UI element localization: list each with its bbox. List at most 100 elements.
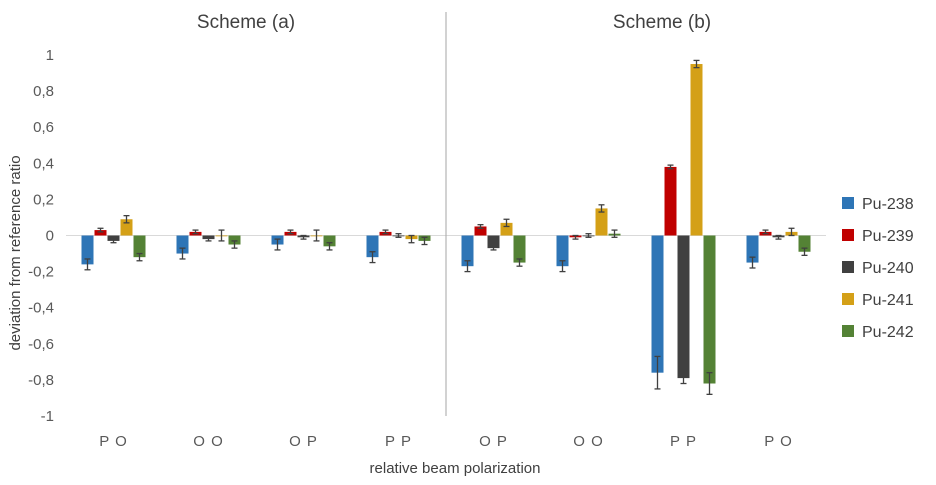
error-bar-pu-242-6 [706, 372, 713, 395]
bar-pu-238-1 [176, 235, 189, 254]
error-bar-pu-240-0 [110, 238, 117, 244]
error-bar-pu-241-5 [598, 204, 605, 213]
x-category-label: O P [289, 433, 318, 450]
y-tick-label: -1 [41, 408, 54, 425]
legend-swatch [842, 325, 854, 337]
y-tick-label: 0,8 [33, 83, 54, 100]
legend-swatch [842, 197, 854, 209]
error-bar-pu-239-1 [192, 229, 199, 235]
error-bar-pu-239-4 [477, 224, 484, 229]
error-bar-pu-241-3 [408, 234, 415, 244]
error-bar-pu-242-0 [136, 252, 143, 262]
bar-pu-240-0 [107, 235, 120, 241]
bar-pu-238-0 [81, 235, 94, 265]
error-bar-pu-239-7 [762, 229, 769, 235]
y-tick-label: -0,6 [28, 336, 54, 353]
y-tick-label: 0,6 [33, 119, 54, 136]
legend-label: Pu-241 [862, 292, 914, 309]
legend-swatch [842, 293, 854, 305]
error-bar-pu-242-2 [326, 242, 333, 251]
error-bar-pu-241-7 [788, 227, 795, 237]
bar-pu-238-7 [746, 235, 759, 263]
error-bar-pu-241-0 [123, 214, 130, 224]
legend-swatch [842, 261, 854, 273]
legend-label: Pu-240 [862, 260, 914, 277]
bar-pu-240-6 [677, 235, 690, 379]
error-bar-pu-238-1 [179, 247, 186, 260]
error-bar-pu-240-1 [205, 236, 212, 242]
y-tick-label: -0,2 [28, 264, 54, 281]
error-bar-pu-240-3 [395, 233, 402, 238]
error-bar-pu-239-2 [287, 229, 294, 235]
error-bar-pu-240-2 [300, 234, 307, 240]
bar-pu-238-4 [461, 235, 474, 267]
x-category-label: P P [670, 433, 697, 450]
x-category-label: O P [479, 433, 508, 450]
bar-pu-241-6 [690, 64, 703, 236]
x-category-label: P O [764, 433, 793, 450]
legend-item-pu-242: Pu-242 [842, 324, 914, 341]
panel-title-b: Scheme (b) [613, 12, 711, 33]
legend-item-pu-240: Pu-240 [842, 260, 914, 277]
error-bar-pu-240-6 [680, 372, 687, 385]
bar-pu-242-2 [323, 235, 336, 247]
bar-pu-239-4 [474, 226, 487, 236]
legend-swatch [842, 229, 854, 241]
bar-pu-241-5 [595, 208, 608, 236]
error-bar-pu-241-2 [313, 229, 320, 242]
bar-pu-242-1 [228, 235, 241, 245]
x-axis-label: relative beam polarization [370, 460, 541, 477]
legend-label: Pu-242 [862, 324, 914, 341]
legend: Pu-238 Pu-239 Pu-240 Pu-241 Pu-242 [842, 196, 914, 341]
bar-pu-238-5 [556, 235, 569, 267]
y-axis-label: deviation from reference ratio [7, 155, 24, 350]
y-tick-label: 0 [46, 228, 54, 245]
legend-label: Pu-239 [862, 228, 914, 245]
panel-title-a: Scheme (a) [197, 12, 295, 33]
error-bar-pu-238-7 [749, 256, 756, 269]
x-category-label: O O [193, 433, 224, 450]
y-tick-label: 1 [46, 47, 54, 64]
bar-pu-238-6 [651, 235, 664, 373]
error-bar-pu-242-3 [421, 236, 428, 246]
x-category-label: P P [385, 433, 412, 450]
error-bar-pu-240-5 [585, 233, 592, 238]
bar-pu-242-6 [703, 235, 716, 384]
error-bar-pu-238-6 [654, 355, 661, 390]
error-bar-pu-240-4 [490, 245, 497, 251]
error-bar-pu-239-5 [572, 234, 579, 240]
bar-pu-242-4 [513, 235, 526, 263]
error-bar-pu-239-6 [667, 164, 674, 170]
error-bar-pu-238-5 [559, 260, 566, 273]
error-bar-pu-238-0 [84, 258, 91, 271]
x-category-label: O O [573, 433, 604, 450]
error-bar-pu-239-0 [97, 227, 104, 233]
error-bar-pu-242-1 [231, 240, 238, 249]
error-bar-pu-242-4 [516, 258, 523, 267]
error-bar-pu-241-4 [503, 218, 510, 228]
y-tick-labels: 1 0,8 0,6 0,4 0,2 0 -0,2 -0,4 -0,6 -0,8 -1 [28, 47, 54, 425]
error-bar-pu-238-2 [274, 238, 281, 251]
error-bar-pu-242-5 [611, 229, 618, 238]
error-bar-pu-241-1 [218, 229, 225, 242]
y-tick-label: -0,8 [28, 372, 54, 389]
error-bar-pu-241-6 [693, 59, 700, 69]
error-bar-pu-238-3 [369, 251, 376, 264]
y-tick-label: 0,2 [33, 191, 54, 208]
error-bar-pu-239-3 [382, 229, 389, 235]
legend-label: Pu-238 [862, 196, 914, 213]
legend-item-pu-238: Pu-238 [842, 196, 914, 213]
bar-pu-242-0 [133, 235, 146, 258]
error-bars [84, 59, 808, 395]
legend-item-pu-239: Pu-239 [842, 228, 914, 245]
error-bar-pu-240-7 [775, 234, 782, 240]
bar-pu-240-4 [487, 235, 500, 249]
error-bar-pu-238-4 [464, 260, 471, 273]
bar-pu-239-6 [664, 166, 677, 236]
y-tick-label: -0,4 [28, 300, 54, 317]
x-category-label: P O [99, 433, 128, 450]
bar-pu-239-0 [94, 230, 107, 236]
y-tick-label: 0,4 [33, 155, 54, 172]
